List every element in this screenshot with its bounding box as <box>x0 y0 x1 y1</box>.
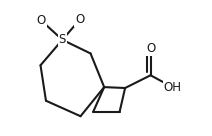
Text: O: O <box>146 42 155 55</box>
Text: O: O <box>37 14 46 27</box>
Text: S: S <box>59 33 66 46</box>
Text: O: O <box>75 13 84 26</box>
Text: OH: OH <box>163 81 181 94</box>
